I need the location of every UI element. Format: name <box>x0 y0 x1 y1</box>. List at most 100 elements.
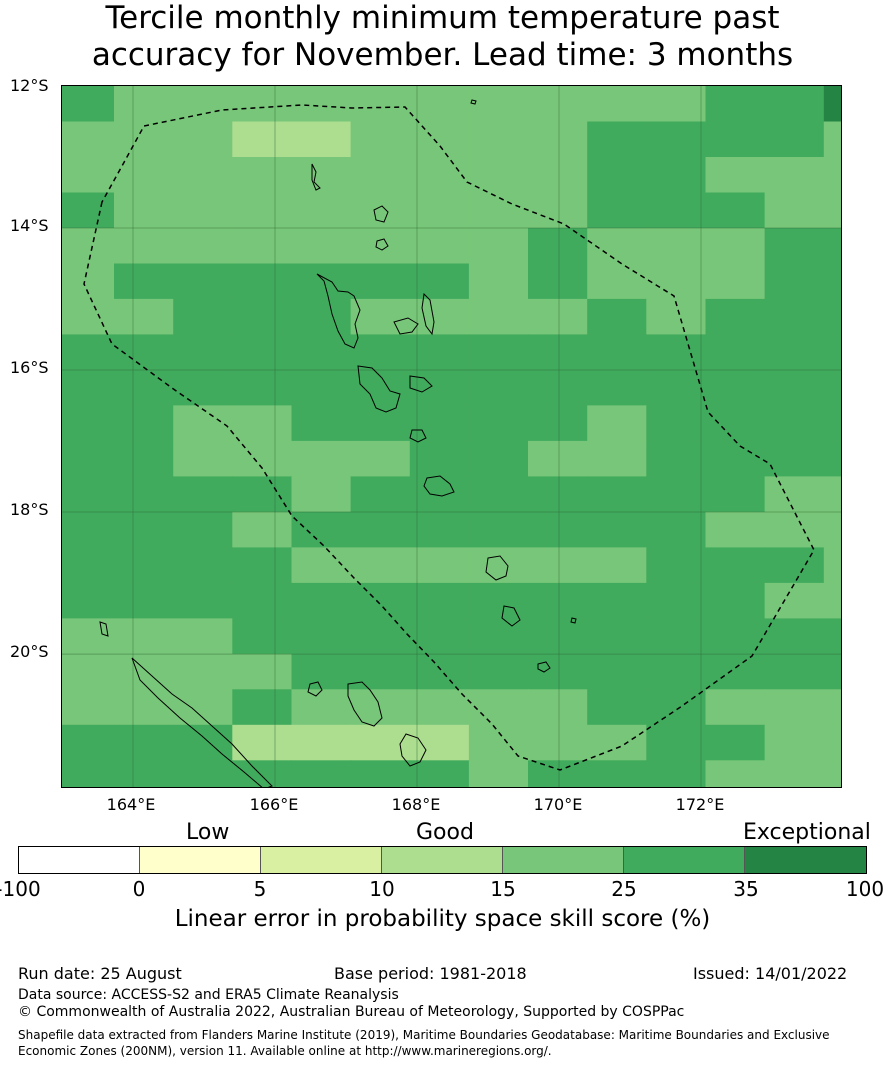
skill-cell <box>114 405 174 442</box>
skill-cell <box>350 157 411 194</box>
skill-cell <box>646 86 706 123</box>
skill-cell <box>823 547 841 584</box>
island-loyalty-1 <box>347 681 383 727</box>
skill-cell <box>114 511 174 548</box>
skill-cell <box>764 653 825 690</box>
skill-cell <box>587 440 647 477</box>
skill-cell <box>764 440 825 477</box>
skill-cell <box>232 760 292 787</box>
skill-cell <box>232 689 292 726</box>
skill-map-canvas <box>62 86 841 787</box>
skill-cell <box>350 653 411 690</box>
skill-cell <box>350 760 411 787</box>
islands <box>99 99 577 787</box>
skill-cell <box>173 298 233 335</box>
skill-cell <box>350 86 411 123</box>
skill-grid-cells <box>62 86 841 787</box>
skill-cell <box>232 653 292 690</box>
skill-cell <box>646 121 706 158</box>
eez-boundary-line <box>83 104 815 771</box>
skill-cell <box>232 582 292 619</box>
skill-cell <box>705 121 766 158</box>
skill-cell <box>350 228 411 265</box>
skill-cell <box>528 298 588 335</box>
skill-cell <box>587 263 647 300</box>
skill-cell <box>646 547 706 584</box>
skill-cell <box>114 192 174 229</box>
skill-cell <box>62 263 115 300</box>
island-ambrym <box>409 375 433 393</box>
issued-date: Issued: 14/01/2022 <box>693 964 848 983</box>
skill-cell <box>291 547 352 584</box>
skill-cell <box>114 476 174 513</box>
skill-cell <box>409 228 470 265</box>
skill-cell <box>646 405 706 442</box>
skill-cell <box>528 760 588 787</box>
skill-cell <box>528 369 588 406</box>
skill-cell <box>173 263 233 300</box>
skill-cell <box>114 228 174 265</box>
skill-cell <box>409 582 470 619</box>
skill-cell <box>587 582 647 619</box>
skill-cell <box>705 298 766 335</box>
skill-cell <box>291 192 352 229</box>
skill-cell <box>114 760 174 787</box>
skill-cell <box>291 298 352 335</box>
skill-cell <box>409 192 470 229</box>
skill-cell <box>232 121 292 158</box>
skill-cell <box>114 369 174 406</box>
skill-cell <box>468 86 529 123</box>
skill-cell <box>173 157 233 194</box>
skill-cell <box>173 618 233 655</box>
skill-cell <box>528 724 588 761</box>
skill-cell <box>350 440 411 477</box>
skill-cell <box>232 263 292 300</box>
skill-cell <box>232 440 292 477</box>
skill-cell <box>823 228 841 265</box>
skill-cell <box>173 689 233 726</box>
skill-cell <box>823 192 841 229</box>
skill-cell <box>528 192 588 229</box>
skill-cell <box>468 334 529 371</box>
skill-cell <box>350 618 411 655</box>
island-small-b <box>570 617 577 624</box>
shapefile-credit-line-2: Economic Zones (200NM), version 11. Avai… <box>18 1044 552 1058</box>
colorbar-tick: 0 <box>132 877 146 901</box>
skill-cell <box>823 511 841 548</box>
skill-cell <box>173 334 233 371</box>
skill-cell <box>705 157 766 194</box>
skill-cell <box>528 653 588 690</box>
island-banks-2 <box>375 238 389 251</box>
skill-cell <box>232 228 292 265</box>
skill-cell <box>62 511 115 548</box>
skill-cell <box>646 760 706 787</box>
skill-cell <box>705 369 766 406</box>
skill-cell <box>232 405 292 442</box>
skill-cell <box>468 405 529 442</box>
skill-cell <box>764 582 825 619</box>
skill-cell <box>468 547 529 584</box>
skill-cell <box>468 582 529 619</box>
skill-cell <box>587 511 647 548</box>
skill-cell <box>705 476 766 513</box>
skill-cell <box>409 263 470 300</box>
skill-cell <box>350 369 411 406</box>
colorbar-segment <box>382 847 503 873</box>
skill-cell <box>823 86 841 123</box>
skill-cell <box>705 689 766 726</box>
skill-cell <box>409 86 470 123</box>
colorbar-segment <box>624 847 745 873</box>
skill-cell <box>468 618 529 655</box>
title-line-1: Tercile monthly minimum temperature past <box>105 0 780 36</box>
lon-label-168e: 168°E <box>391 795 441 814</box>
skill-cell <box>350 263 411 300</box>
skill-cell <box>291 511 352 548</box>
skill-cell <box>173 511 233 548</box>
skill-cell <box>764 547 825 584</box>
island-tanna <box>501 605 521 627</box>
skill-cell <box>62 618 115 655</box>
island-espiritu-santo <box>316 273 361 349</box>
skill-cell <box>528 405 588 442</box>
island-ambae <box>393 317 419 335</box>
skill-cell <box>409 724 470 761</box>
